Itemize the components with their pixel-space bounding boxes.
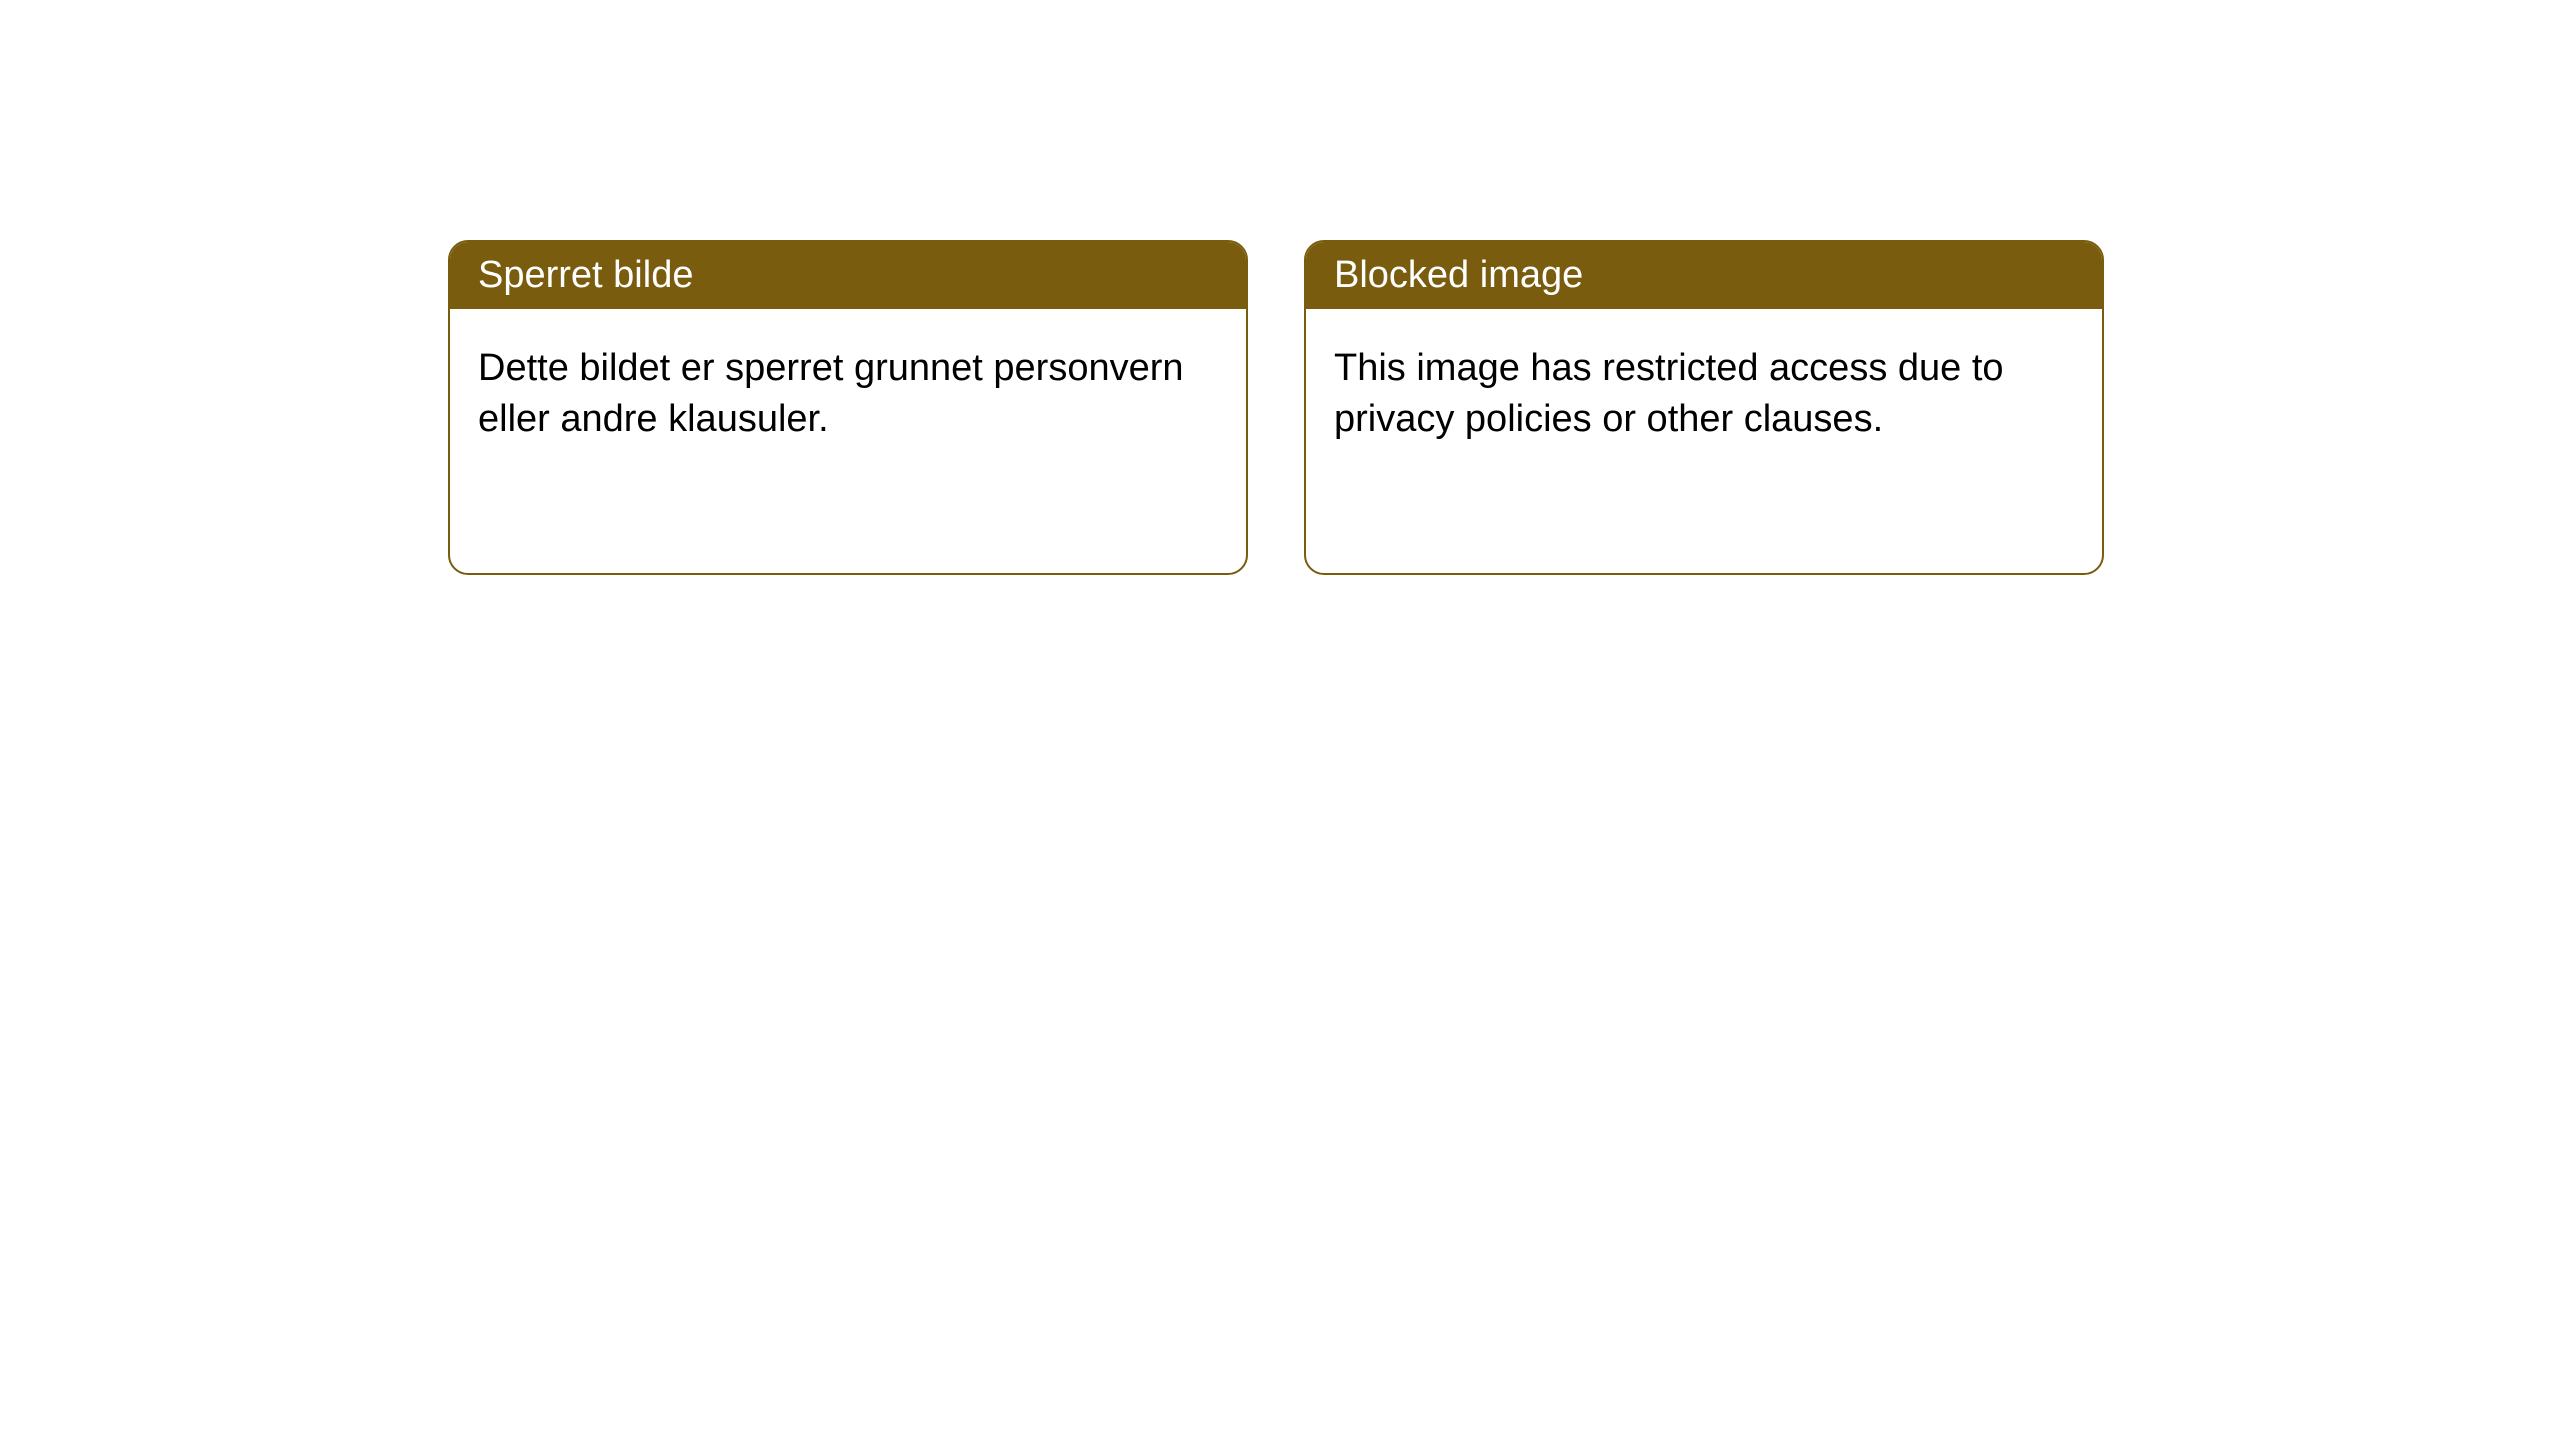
card-body-text: Dette bildet er sperret grunnet personve… [478, 347, 1184, 440]
card-header: Sperret bilde [450, 242, 1246, 309]
card-body: This image has restricted access due to … [1306, 309, 2102, 480]
card-body: Dette bildet er sperret grunnet personve… [450, 309, 1246, 480]
card-header: Blocked image [1306, 242, 2102, 309]
card-title: Sperret bilde [478, 254, 693, 296]
notice-card-english: Blocked image This image has restricted … [1304, 240, 2104, 575]
card-body-text: This image has restricted access due to … [1334, 347, 2004, 440]
notice-card-norwegian: Sperret bilde Dette bildet er sperret gr… [448, 240, 1248, 575]
card-title: Blocked image [1334, 254, 1583, 296]
notice-cards-container: Sperret bilde Dette bildet er sperret gr… [448, 240, 2104, 575]
